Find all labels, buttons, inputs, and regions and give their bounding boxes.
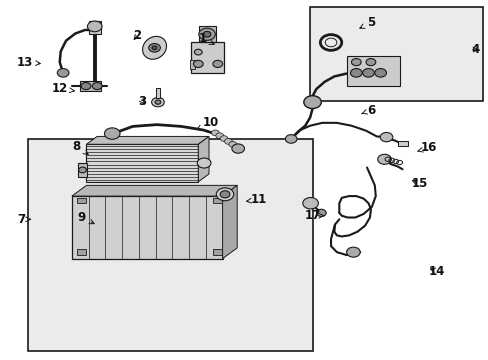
Bar xyxy=(80,81,101,91)
Circle shape xyxy=(57,68,69,77)
Text: 14: 14 xyxy=(427,265,444,278)
Bar xyxy=(309,7,482,102)
Circle shape xyxy=(212,60,222,67)
Circle shape xyxy=(203,31,210,37)
Bar xyxy=(190,60,195,69)
Bar xyxy=(156,88,160,98)
Circle shape xyxy=(220,191,229,198)
Text: 1: 1 xyxy=(199,32,214,45)
Circle shape xyxy=(316,209,325,216)
Text: 17: 17 xyxy=(304,209,323,222)
Bar xyxy=(191,42,224,73)
Polygon shape xyxy=(72,185,237,196)
Circle shape xyxy=(87,21,102,32)
Text: 8: 8 xyxy=(73,140,88,154)
Circle shape xyxy=(351,59,361,66)
Circle shape xyxy=(302,198,318,209)
Bar xyxy=(212,198,221,203)
Circle shape xyxy=(346,247,360,257)
Text: 13: 13 xyxy=(17,55,40,69)
Circle shape xyxy=(92,82,102,90)
Bar xyxy=(86,144,198,182)
Bar xyxy=(77,249,85,255)
Circle shape xyxy=(231,144,244,153)
Circle shape xyxy=(104,128,120,139)
Circle shape xyxy=(79,167,86,173)
Bar xyxy=(28,139,312,351)
Circle shape xyxy=(379,132,392,142)
Text: 15: 15 xyxy=(410,177,427,190)
Text: 7: 7 xyxy=(17,213,31,226)
Circle shape xyxy=(285,135,296,143)
Bar xyxy=(78,163,87,177)
Circle shape xyxy=(155,100,161,104)
Circle shape xyxy=(193,60,203,67)
Circle shape xyxy=(228,141,236,147)
Circle shape xyxy=(325,38,336,47)
Text: 9: 9 xyxy=(77,211,94,224)
Polygon shape xyxy=(222,185,237,258)
Text: 12: 12 xyxy=(52,82,74,95)
Text: 4: 4 xyxy=(470,43,479,56)
Bar xyxy=(397,141,407,146)
Circle shape xyxy=(152,46,157,50)
Circle shape xyxy=(377,154,390,164)
Circle shape xyxy=(216,188,233,201)
Bar xyxy=(77,198,85,203)
Circle shape xyxy=(148,44,160,52)
Polygon shape xyxy=(86,136,208,144)
Bar xyxy=(346,56,399,86)
Circle shape xyxy=(374,68,386,77)
Polygon shape xyxy=(198,136,208,182)
Text: 10: 10 xyxy=(196,116,218,130)
Circle shape xyxy=(233,144,241,150)
Circle shape xyxy=(305,100,317,108)
Circle shape xyxy=(220,136,227,141)
Bar xyxy=(212,249,221,255)
Bar xyxy=(72,196,222,258)
Text: 16: 16 xyxy=(417,141,437,154)
Circle shape xyxy=(81,82,91,90)
Text: 3: 3 xyxy=(138,95,146,108)
Circle shape xyxy=(224,139,232,144)
Circle shape xyxy=(194,49,202,55)
Circle shape xyxy=(197,158,210,168)
Circle shape xyxy=(215,133,223,139)
Circle shape xyxy=(362,68,373,77)
Circle shape xyxy=(366,59,375,66)
Ellipse shape xyxy=(142,36,166,59)
Circle shape xyxy=(199,28,215,40)
Text: 11: 11 xyxy=(246,193,266,206)
Text: 5: 5 xyxy=(359,16,374,29)
Text: 2: 2 xyxy=(133,29,142,42)
Circle shape xyxy=(211,130,219,136)
Bar xyxy=(199,26,215,42)
Bar xyxy=(89,21,101,34)
Circle shape xyxy=(151,98,164,107)
Circle shape xyxy=(303,96,321,109)
Text: 6: 6 xyxy=(361,104,374,117)
Circle shape xyxy=(350,68,362,77)
